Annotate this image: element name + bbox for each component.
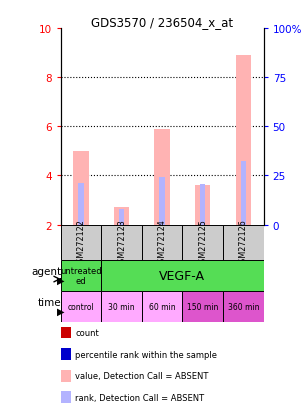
Text: GSM272126: GSM272126 — [239, 218, 248, 267]
Text: rank, Detection Call = ABSENT: rank, Detection Call = ABSENT — [75, 393, 204, 402]
Text: time: time — [38, 297, 62, 307]
Bar — [101, 260, 264, 291]
Bar — [119, 209, 124, 225]
Bar — [142, 291, 182, 322]
Bar — [61, 260, 101, 291]
Bar — [241, 161, 246, 225]
Bar — [182, 291, 223, 322]
Text: GSM272124: GSM272124 — [158, 218, 167, 267]
Text: 150 min: 150 min — [187, 302, 218, 311]
Text: ▶: ▶ — [57, 306, 65, 316]
Bar — [155, 129, 170, 225]
Bar — [61, 225, 101, 260]
Bar — [223, 291, 264, 322]
Bar — [61, 291, 101, 322]
Bar — [159, 177, 165, 225]
Text: value, Detection Call = ABSENT: value, Detection Call = ABSENT — [75, 371, 208, 380]
Text: 360 min: 360 min — [228, 302, 259, 311]
Bar — [195, 186, 210, 225]
Bar — [142, 225, 182, 260]
Bar — [114, 208, 129, 225]
Text: 60 min: 60 min — [149, 302, 175, 311]
Text: 30 min: 30 min — [108, 302, 135, 311]
Text: untreated
ed: untreated ed — [60, 266, 102, 285]
Text: percentile rank within the sample: percentile rank within the sample — [75, 350, 217, 359]
Bar — [236, 56, 251, 225]
Bar — [101, 291, 142, 322]
Text: GSM272123: GSM272123 — [117, 218, 126, 267]
Text: GSM272122: GSM272122 — [76, 218, 85, 267]
Bar — [200, 185, 205, 225]
Bar — [73, 152, 88, 225]
Title: GDS3570 / 236504_x_at: GDS3570 / 236504_x_at — [91, 16, 233, 29]
Text: ▶: ▶ — [57, 275, 65, 285]
Text: agent: agent — [31, 266, 62, 276]
Bar — [101, 225, 142, 260]
Text: GSM272125: GSM272125 — [198, 218, 207, 267]
Text: control: control — [68, 302, 94, 311]
Bar — [223, 225, 264, 260]
Text: count: count — [75, 328, 99, 337]
Bar — [78, 183, 84, 225]
Text: VEGF-A: VEGF-A — [159, 269, 205, 282]
Bar — [182, 225, 223, 260]
